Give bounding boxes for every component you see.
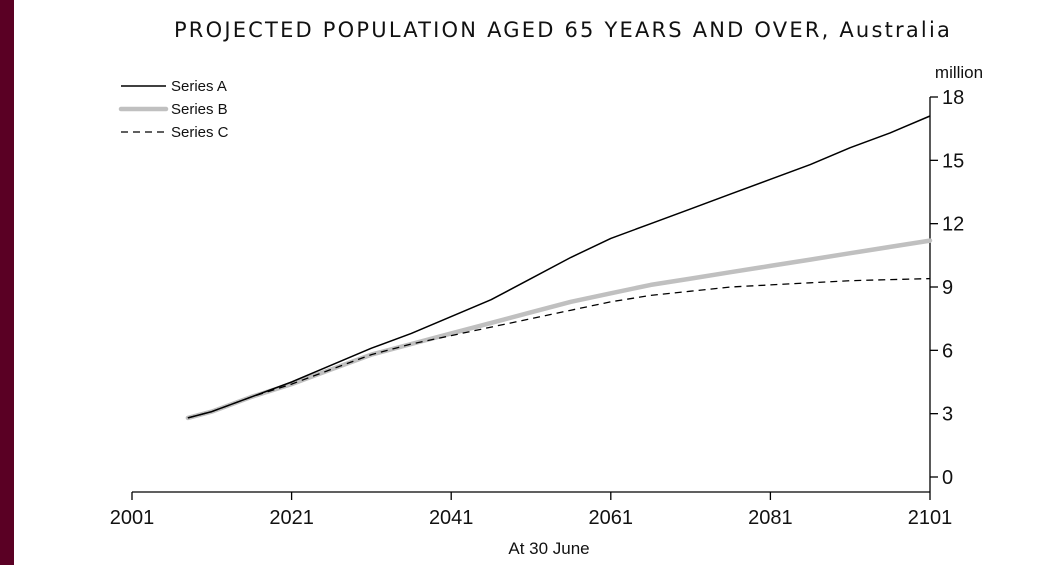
line-chart: PROJECTED POPULATION AGED 65 YEARS AND O… (110, 18, 983, 558)
y-tick-label: 15 (942, 150, 964, 172)
axes: 2001 2021 2041 2061 2081 2101 0 3 6 9 12 15 18 (110, 87, 965, 529)
series-line-series-a (187, 115, 931, 419)
y-tick-label: 6 (942, 340, 953, 362)
y-tick-label: 12 (942, 214, 964, 236)
x-tick-label: 2021 (269, 507, 314, 529)
legend-label: Series C (171, 124, 229, 141)
series-layer (185, 115, 933, 421)
series-line-series-b (185, 238, 933, 421)
legend-label: Series B (171, 101, 228, 118)
legend: Series A Series B Series C (118, 78, 229, 141)
y-tick-label: 9 (942, 277, 953, 299)
y-axis-unit-label: million (935, 63, 983, 82)
legend-label: Series A (171, 78, 227, 95)
x-tick-label: 2081 (748, 507, 793, 529)
x-tick-label: 2101 (908, 507, 953, 529)
x-tick-label: 2001 (110, 507, 155, 529)
x-tick-label: 2061 (589, 507, 634, 529)
y-tick-label: 3 (942, 404, 953, 426)
x-tick-label: 2041 (429, 507, 474, 529)
chart-panel: PROJECTED POPULATION AGED 65 YEARS AND O… (14, 0, 1058, 565)
series-line-series-c (187, 277, 931, 419)
chart-title: PROJECTED POPULATION AGED 65 YEARS AND O… (174, 18, 952, 42)
x-axis-label: At 30 June (508, 539, 589, 558)
y-tick-label: 0 (942, 467, 953, 489)
y-tick-label: 18 (942, 87, 964, 109)
